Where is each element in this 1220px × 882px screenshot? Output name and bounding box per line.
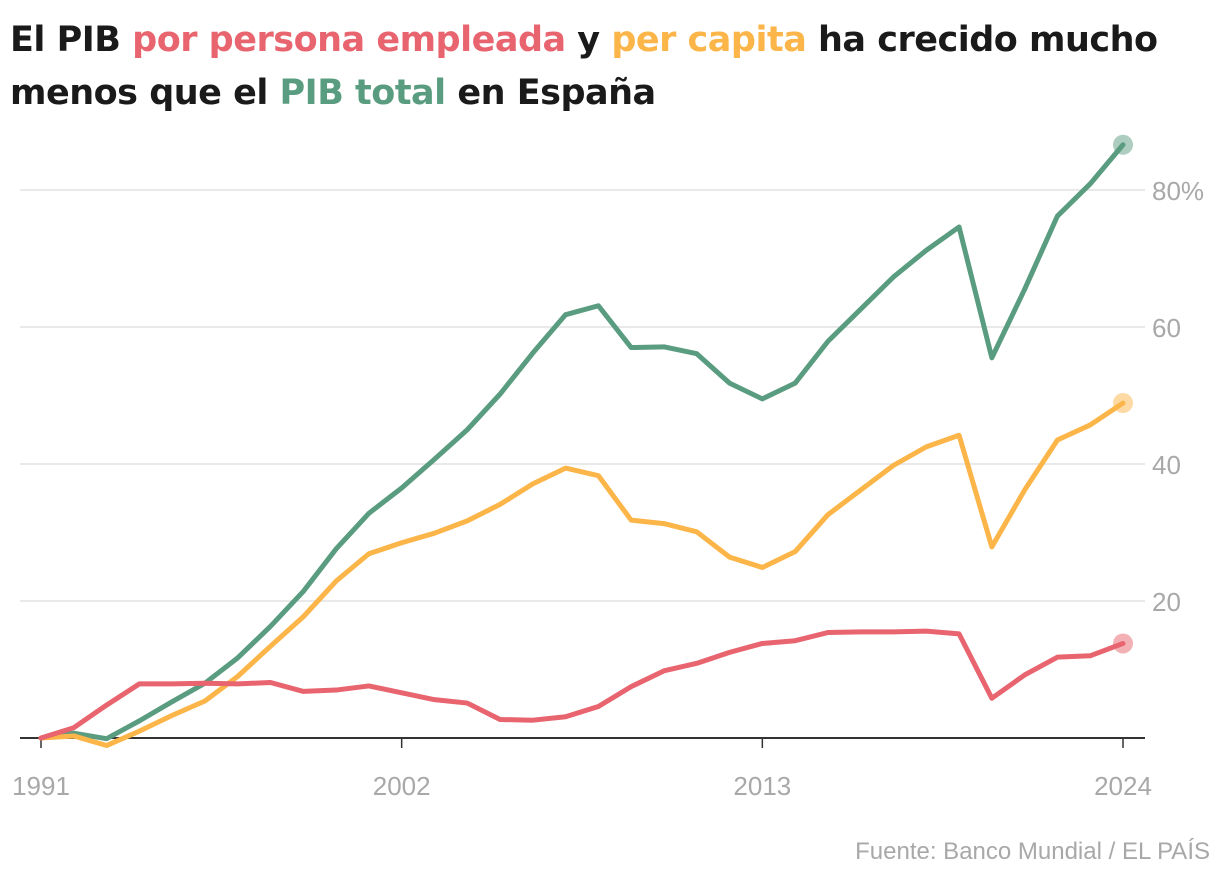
series-line-per-capita bbox=[38, 400, 1126, 749]
x-tick-label: 2013 bbox=[733, 771, 791, 801]
end-point-marker bbox=[1113, 134, 1133, 155]
x-tick-label: 1991 bbox=[12, 771, 70, 801]
series-line-pib-total bbox=[38, 142, 1126, 742]
title-text: en España bbox=[445, 73, 656, 113]
title-employed: por persona empleada bbox=[132, 20, 566, 60]
title-total: PIB total bbox=[279, 73, 447, 113]
title-text: El PIB bbox=[10, 20, 133, 60]
y-tick-label: 60 bbox=[1152, 313, 1181, 343]
x-tick-label: 2002 bbox=[373, 771, 431, 801]
end-point-marker bbox=[1113, 633, 1133, 654]
title-percapita: per capita bbox=[611, 20, 807, 60]
series-line-por-persona-empleada bbox=[38, 628, 1126, 741]
end-point-marker bbox=[1113, 393, 1133, 414]
chart-title: El PIB por persona empleada y per capita… bbox=[10, 14, 1210, 120]
y-tick-label: 80% bbox=[1152, 176, 1204, 206]
y-tick-label: 40 bbox=[1152, 450, 1181, 480]
title-text: ha crecido mucho menos que el bbox=[10, 20, 1158, 113]
source-note: Fuente: Banco Mundial / EL PAÍS bbox=[855, 838, 1210, 865]
y-tick-label: 20 bbox=[1152, 587, 1181, 617]
x-tick-label: 2024 bbox=[1094, 771, 1152, 801]
title-text: y bbox=[565, 20, 612, 60]
